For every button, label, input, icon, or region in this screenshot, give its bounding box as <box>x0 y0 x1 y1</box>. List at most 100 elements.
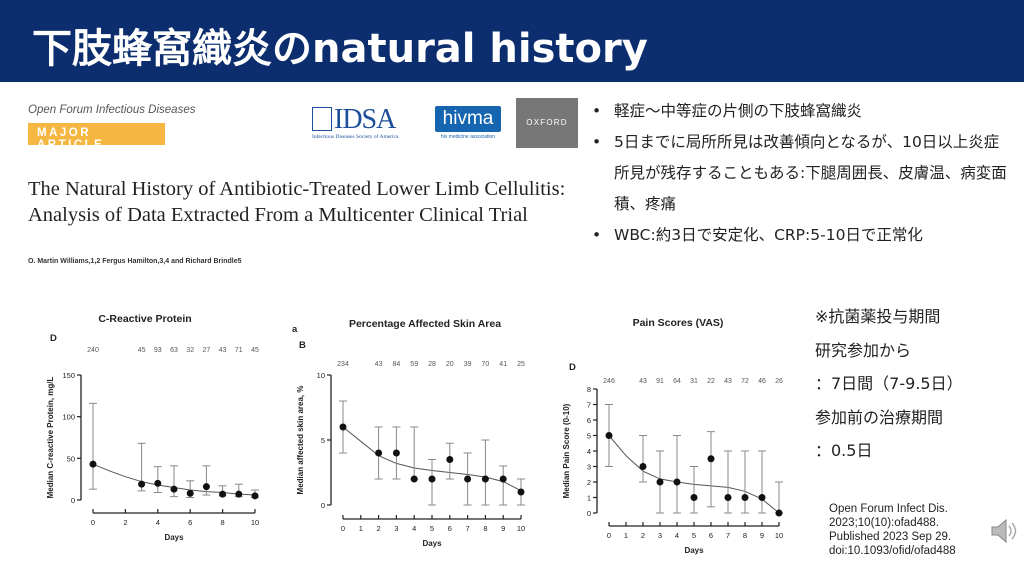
sample-size-label: 41 <box>499 361 507 368</box>
x-tick-label: 2 <box>123 518 127 527</box>
y-tick-label: 6 <box>587 416 591 425</box>
chart-title: Pain Scores (VAS) <box>633 317 724 329</box>
y-axis-label: Median Pain Score (0-10) <box>562 403 571 498</box>
data-point <box>446 456 454 463</box>
data-point <box>499 475 507 483</box>
data-point <box>235 490 243 498</box>
x-axis-label: Days <box>422 539 442 548</box>
journal-name: Open Forum Infectious Diseases <box>28 104 196 116</box>
x-tick-label: 8 <box>743 531 747 540</box>
x-tick-label: 9 <box>501 524 505 533</box>
sample-size-label: 240 <box>87 347 99 354</box>
x-tick-label: 7 <box>726 531 730 540</box>
hivma-logo: hivma <box>435 106 501 132</box>
y-axis-label: Median affected skin area, % <box>296 386 305 495</box>
data-point <box>154 479 162 487</box>
x-tick-label: 3 <box>658 531 662 540</box>
sample-size-label: 246 <box>603 378 615 385</box>
x-tick-label: 3 <box>394 524 398 533</box>
idsa-emblem-icon <box>312 107 332 131</box>
panel-label: D <box>50 333 57 344</box>
chart-title: C-Reactive Protein <box>98 313 191 325</box>
data-point <box>392 449 400 457</box>
y-tick-label: 8 <box>587 385 591 394</box>
sample-size-label: 20 <box>446 361 454 368</box>
note-line: 研究参加から <box>815 340 912 360</box>
sample-size-label: 72 <box>741 378 749 385</box>
data-point <box>202 483 210 491</box>
bullet-item: 5日までに局所所見は改善傾向となるが、10日以上炎症所見が残存することもある:下… <box>590 127 1010 220</box>
x-tick-label: 0 <box>341 524 345 533</box>
x-tick-label: 7 <box>466 524 470 533</box>
sample-size-label: 70 <box>482 361 490 368</box>
panel-label: D <box>569 362 576 373</box>
data-point <box>724 494 732 501</box>
x-tick-label: 6 <box>448 524 452 533</box>
y-tick-label: 5 <box>321 436 325 445</box>
sample-size-label: 64 <box>673 378 681 385</box>
note-line: 参加前の治療期間 <box>815 407 944 427</box>
y-tick-label: 7 <box>587 401 591 410</box>
bullet-item: WBC:約3日で安定化、CRP:5-10日で正常化 <box>590 220 1010 251</box>
idsa-logo-subtext: Infectious Diseases Society of America <box>312 134 399 140</box>
sample-size-label: 25 <box>517 361 525 368</box>
data-point <box>89 460 97 468</box>
sample-size-label: 93 <box>154 347 162 354</box>
x-tick-label: 10 <box>517 524 525 533</box>
oxford-logo: OXFORD <box>516 98 578 148</box>
y-tick-label: 0 <box>587 509 591 518</box>
sample-size-label: 45 <box>138 347 146 354</box>
x-tick-label: 4 <box>675 531 679 540</box>
x-tick-label: 0 <box>91 518 95 527</box>
x-tick-label: 5 <box>692 531 696 540</box>
x-tick-label: 8 <box>483 524 487 533</box>
citation-line: Open Forum Infect Dis. <box>829 503 948 515</box>
sample-size-label: 26 <box>775 378 783 385</box>
citation-line: Published 2023 Sep 29. <box>829 531 952 543</box>
hivma-logo-subtext: hiv medicine association <box>440 134 496 140</box>
data-point <box>219 490 227 498</box>
data-point <box>673 478 681 486</box>
y-tick-label: 0 <box>321 501 325 510</box>
x-tick-label: 2 <box>377 524 381 533</box>
x-tick-label: 9 <box>760 531 764 540</box>
data-point <box>339 423 347 431</box>
slide-title: 下肢蜂窩織炎のnatural history <box>32 26 648 72</box>
sample-size-label: 59 <box>410 361 418 368</box>
note-line: ※抗菌薬投与期間 <box>815 307 941 326</box>
sample-size-label: 46 <box>758 378 766 385</box>
sample-size-label: 234 <box>337 361 349 368</box>
title-bar: 下肢蜂窩織炎のnatural history <box>0 0 1024 82</box>
speaker-icon[interactable] <box>988 516 1018 546</box>
sample-size-label: 43 <box>375 361 383 368</box>
data-point <box>186 489 194 497</box>
article-title: The Natural History of Antibiotic-Treate… <box>28 178 566 226</box>
idsa-logo: IDSA Infectious Diseases Society of Amer… <box>312 104 428 144</box>
sample-size-label: 43 <box>724 378 732 385</box>
data-point <box>656 478 664 486</box>
y-tick-label: 50 <box>67 454 75 463</box>
sample-size-label: 84 <box>393 361 401 368</box>
data-point <box>138 480 146 488</box>
data-point <box>690 494 698 501</box>
article-authors: O. Martin Williams,1,2 Fergus Hamilton,3… <box>28 258 242 265</box>
data-point <box>639 463 647 470</box>
citation: Open Forum Infect Dis. 2023;10(10):ofad4… <box>829 502 956 558</box>
data-point <box>170 485 178 493</box>
idsa-logo-text: IDSA <box>334 104 396 135</box>
panel-label: a <box>292 324 298 335</box>
sample-size-label: 43 <box>219 347 227 354</box>
chart-title: Percentage Affected Skin Area <box>349 318 501 330</box>
y-axis-label: Median C-reactive Protein, mg/L <box>46 376 55 498</box>
sample-size-label: 27 <box>203 347 211 354</box>
sample-size-label: 32 <box>186 347 194 354</box>
x-tick-label: 10 <box>251 518 259 527</box>
data-point <box>410 475 418 483</box>
sample-size-label: 22 <box>707 378 715 385</box>
sample-size-label: 31 <box>690 378 698 385</box>
y-tick-label: 10 <box>317 371 325 380</box>
article-type-badge: MAJOR ARTICLE <box>28 123 165 151</box>
data-point <box>775 509 783 517</box>
sample-size-label: 28 <box>428 361 436 368</box>
sample-size-label: 39 <box>464 361 472 368</box>
